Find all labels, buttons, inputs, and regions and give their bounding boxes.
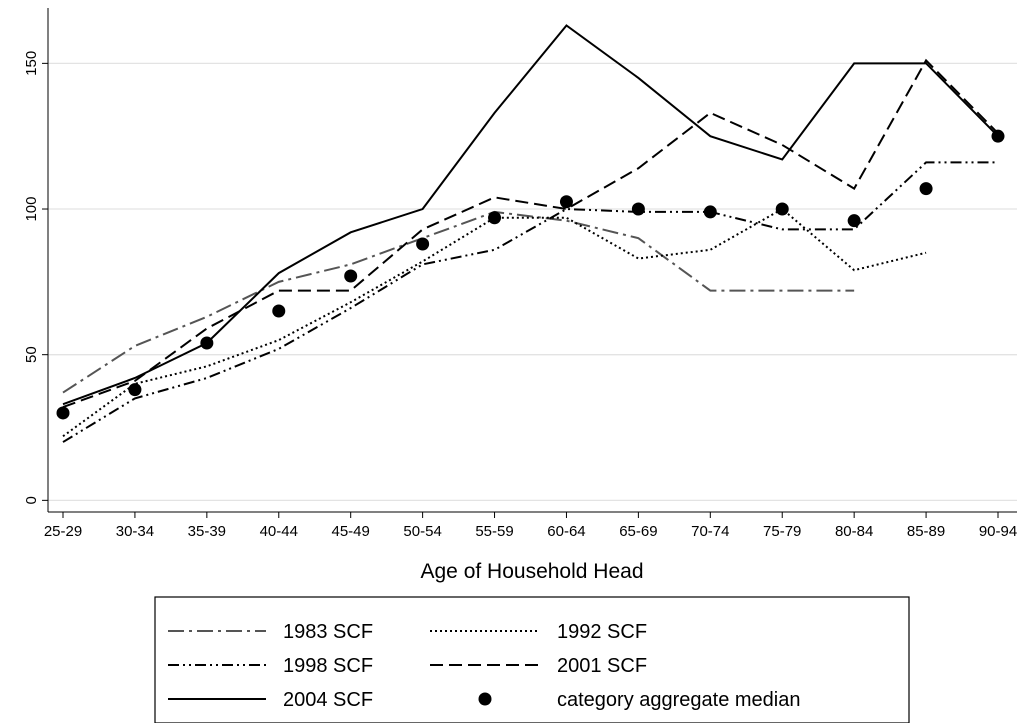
- median-marker: [631, 202, 645, 216]
- series-line: [62, 58, 999, 409]
- x-tick-label: 30-34: [116, 523, 154, 540]
- legend-label: 2001 SCF: [557, 655, 647, 677]
- x-axis-title: Age of Household Head: [421, 560, 644, 583]
- legend-marker: [478, 692, 492, 706]
- legend-box: [154, 596, 910, 724]
- legend-label: 1992 SCF: [557, 621, 647, 643]
- median-marker: [847, 214, 861, 228]
- series-line: [62, 210, 855, 394]
- x-tick-label: 60-64: [547, 523, 585, 540]
- median-marker: [919, 182, 933, 196]
- x-tick-label: 55-59: [475, 523, 513, 540]
- y-tick-label: 50: [23, 346, 40, 363]
- median-marker: [991, 129, 1005, 143]
- x-tick-label: 35-39: [188, 523, 226, 540]
- x-tick-label: 70-74: [691, 523, 729, 540]
- x-tick-label: 40-44: [260, 523, 298, 540]
- median-marker: [344, 269, 358, 283]
- x-tick-label: 25-29: [44, 523, 82, 540]
- median-marker: [128, 383, 142, 397]
- series-line: [62, 24, 999, 406]
- y-tick-label: 0: [23, 496, 40, 504]
- median-marker: [56, 406, 70, 420]
- x-tick-label: 50-54: [403, 523, 441, 540]
- legend-label: 1983 SCF: [283, 621, 373, 643]
- x-tick-label: 80-84: [835, 523, 873, 540]
- median-marker: [272, 304, 286, 318]
- median-marker: [200, 336, 214, 350]
- x-tick-label: 65-69: [619, 523, 657, 540]
- x-tick-label: 45-49: [332, 523, 370, 540]
- y-tick-label: 150: [23, 51, 40, 76]
- x-tick-label: 75-79: [763, 523, 801, 540]
- y-tick-label: 100: [23, 197, 40, 222]
- x-tick-label: 90-94: [979, 523, 1017, 540]
- median-marker: [775, 202, 789, 216]
- median-marker: [559, 195, 573, 209]
- median-marker: [416, 237, 430, 251]
- legend-label: category aggregate median: [557, 689, 801, 711]
- median-marker: [703, 205, 717, 219]
- median-marker: [488, 211, 502, 225]
- legend-label: 1998 SCF: [283, 655, 373, 677]
- series-line: [62, 161, 998, 443]
- x-tick-label: 85-89: [907, 523, 945, 540]
- legend-label: 2004 SCF: [283, 689, 373, 711]
